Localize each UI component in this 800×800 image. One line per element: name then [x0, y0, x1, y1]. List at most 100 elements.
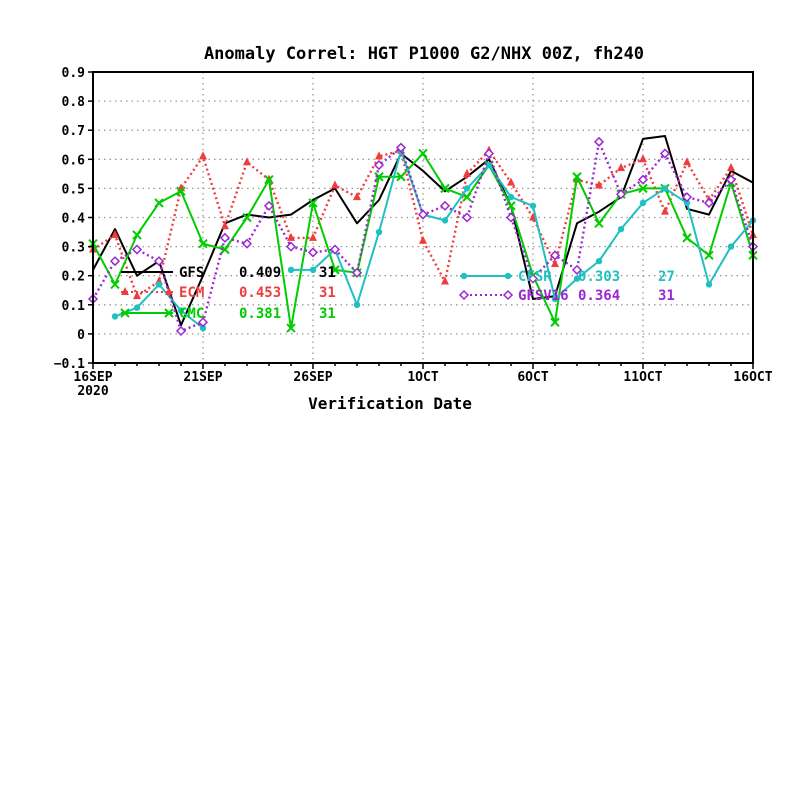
- series-layer: [87, 135, 759, 337]
- data-point-cfsr: [111, 313, 119, 320]
- data-point-cmc: [418, 148, 428, 159]
- data-point-gfsv16: [483, 148, 495, 159]
- data-point-gfsv16: [637, 174, 649, 185]
- data-point-cfsr: [573, 275, 581, 282]
- data-point-cfsr: [441, 217, 449, 224]
- data-point-cmc: [198, 238, 208, 249]
- data-point-ecm: [111, 229, 119, 238]
- data-point-cfsr: [353, 301, 361, 308]
- data-point-ecm: [507, 177, 515, 186]
- data-point-cfsr: [485, 161, 493, 169]
- data-point-gfsv16: [549, 250, 561, 261]
- data-point-gfsv16: [615, 189, 627, 200]
- data-point-cmc: [242, 212, 252, 223]
- data-point-ecm: [617, 163, 625, 172]
- data-point-cfsr: [683, 199, 691, 207]
- y-tick-label: 0.9: [62, 66, 85, 81]
- data-point-gfsv16: [263, 200, 275, 211]
- data-point-cfsr: [287, 266, 295, 274]
- data-point-gfsv16: [681, 192, 693, 203]
- legend-count: 27: [658, 269, 675, 285]
- data-point-gfsv16: [725, 174, 737, 185]
- data-point-ecm: [727, 163, 735, 172]
- x-tick-year-label: 2020: [77, 384, 108, 399]
- legend-entry-cmc: CMC 0.381 31: [120, 306, 336, 322]
- data-point-gfsv16: [593, 136, 605, 147]
- data-point-ecm: [287, 232, 295, 241]
- data-point-gfsv16: [329, 244, 341, 255]
- series-line-gfs: [92, 135, 754, 327]
- data-point-gfsv16: [351, 267, 363, 278]
- legend-mean: 0.303: [578, 269, 620, 285]
- data-point-cfsr: [507, 193, 515, 201]
- data-point-ecm: [551, 259, 559, 268]
- data-point-cmc: [308, 198, 318, 208]
- y-tick-label: −0.1: [54, 357, 85, 372]
- data-point-gfsv16: [417, 209, 429, 220]
- data-point-cfsr: [727, 243, 735, 250]
- data-point-ecm: [243, 157, 251, 166]
- legend-count: 31: [319, 306, 336, 322]
- legend-entry-gfs: GFS 0.409 31: [121, 265, 336, 281]
- x-tick-label: 11OCT: [623, 370, 662, 385]
- legend-marker-ecm: [165, 287, 173, 295]
- x-tick-label: 6OCT: [517, 370, 548, 385]
- data-point-ecm: [221, 221, 229, 230]
- data-point-cfsr: [375, 228, 383, 236]
- x-tick-label: 16SEP: [73, 370, 112, 385]
- y-tick-label: 0.1: [62, 299, 86, 314]
- y-tick-label: 0.6: [62, 153, 86, 168]
- data-point-cfsr: [177, 307, 185, 314]
- data-point-gfsv16: [527, 273, 539, 284]
- data-point-cmc: [572, 172, 582, 182]
- data-point-cfsr: [551, 295, 559, 303]
- y-tick-label: 0.2: [62, 270, 85, 285]
- data-point-cmc: [462, 192, 472, 202]
- data-point-cfsr: [155, 281, 163, 288]
- data-point-cmc: [286, 323, 296, 333]
- legend-name: CFSR: [518, 269, 552, 285]
- y-tick-label: 0: [77, 328, 85, 343]
- data-point-cmc: [396, 172, 406, 182]
- data-point-gfsv16: [307, 247, 319, 258]
- x-tick-label: 26SEP: [293, 370, 332, 385]
- data-point-cmc: [176, 186, 186, 197]
- data-point-gfsv16: [219, 232, 231, 243]
- legend-name: ECM: [179, 285, 204, 301]
- data-point-cfsr: [463, 185, 471, 192]
- data-point-cfsr: [529, 202, 537, 210]
- legend-marker-cmc: [120, 308, 130, 318]
- data-point-ecm: [683, 157, 691, 166]
- legend-count: 31: [319, 285, 336, 301]
- data-point-ecm: [375, 151, 383, 160]
- data-point-ecm: [309, 232, 317, 241]
- x-tick-label: 16OCT: [733, 370, 772, 385]
- data-point-gfsv16: [175, 325, 187, 337]
- y-axis: −0.1 0 0.1 0.2 0.3 0.4 0.5 0.6 0.7 0.8 0.9: [54, 66, 93, 372]
- data-point-cfsr: [639, 199, 647, 207]
- data-point-cmc: [682, 233, 692, 243]
- data-point-cmc: [440, 183, 450, 194]
- legend-marker-ecm: [121, 287, 129, 295]
- series-line-cfsr: [291, 149, 754, 306]
- legend-name: GFSV16: [518, 288, 569, 304]
- chart-title: Anomaly Correl: HGT P1000 G2/NHX 00Z, fh…: [204, 44, 644, 64]
- data-point-cmc: [154, 198, 164, 208]
- data-point-gfsv16: [505, 212, 517, 223]
- data-point-gfsv16: [241, 238, 253, 249]
- legend-mean: 0.381: [239, 306, 281, 322]
- data-point-ecm: [463, 168, 471, 177]
- x-axis-label: Verification Date: [308, 394, 472, 413]
- data-point-gfsv16: [153, 256, 165, 267]
- data-point-cmc: [264, 174, 274, 185]
- legend-name: CMC: [179, 306, 204, 322]
- data-point-gfsv16: [197, 317, 209, 328]
- data-point-ecm: [331, 180, 339, 189]
- legend-marker-gfsv16: [458, 289, 470, 301]
- legend-entry-ecm: ECM 0.453 31: [121, 285, 336, 301]
- data-point-ecm: [441, 276, 449, 285]
- data-point-gfsv16: [461, 212, 473, 223]
- data-point-ecm: [639, 154, 647, 163]
- x-tick-label: 21SEP: [183, 370, 222, 385]
